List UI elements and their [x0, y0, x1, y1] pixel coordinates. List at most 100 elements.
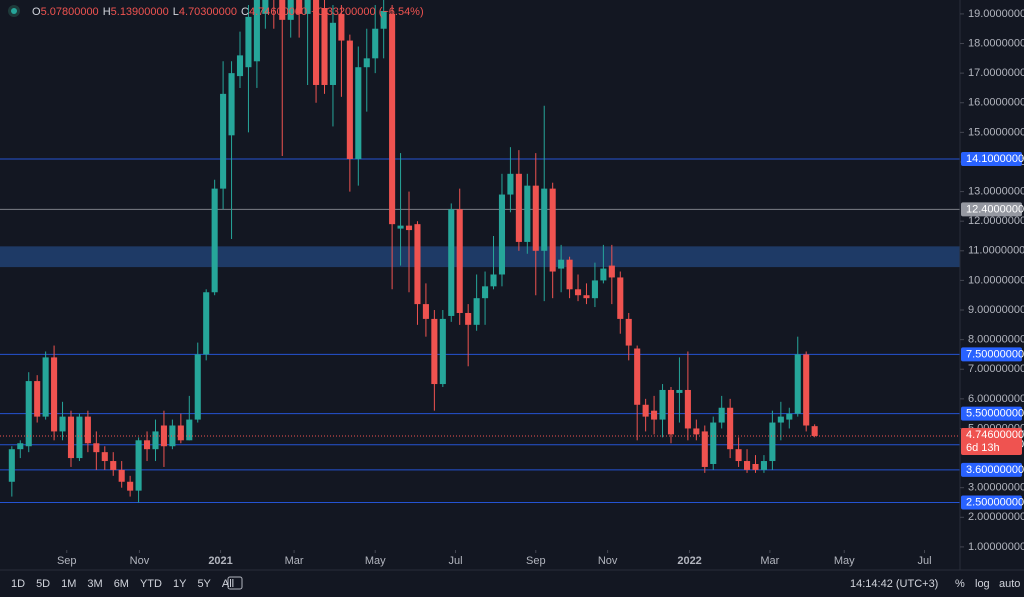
candle-body — [507, 173, 514, 195]
x-tick-label: Mar — [285, 555, 304, 567]
level-label-box — [961, 406, 1022, 421]
y-tick-label: 19.00000000 — [968, 8, 1024, 20]
candle-body — [118, 469, 125, 482]
level-label: 7.50000000 — [966, 348, 1024, 360]
candle-body — [160, 425, 167, 447]
legend-key: H — [103, 6, 111, 18]
candle-body — [144, 440, 151, 450]
candle-body — [93, 443, 100, 453]
candle-body — [405, 225, 413, 231]
candle-body — [329, 22, 336, 85]
y-tick-label: 12.00000000 — [968, 215, 1024, 227]
candle-body — [431, 318, 438, 385]
last-price-box — [961, 427, 1022, 455]
candle-body — [76, 416, 83, 459]
level-label: 5.50000000 — [966, 408, 1024, 420]
candle-body — [211, 188, 218, 293]
y-tick-label: 18.00000000 — [968, 37, 1024, 49]
y-tick-label: 13.00000000 — [968, 185, 1024, 197]
timeframe-button[interactable]: 5Y — [197, 578, 211, 590]
y-tick-label: 2.00000000 — [968, 511, 1024, 523]
timeframe-button[interactable]: 1Y — [173, 578, 187, 590]
candle-body — [389, 13, 396, 225]
legend-key: O — [32, 6, 41, 18]
level-label-box — [961, 202, 1022, 217]
y-tick-label: 8.00000000 — [968, 334, 1024, 346]
legend-change: −0.33200000 (−6.54%) — [311, 6, 424, 18]
candle-body — [498, 194, 506, 275]
candle-body — [634, 348, 641, 405]
timeframe-button[interactable]: YTD — [140, 578, 162, 590]
candle-body — [684, 389, 691, 429]
candle-body — [625, 318, 632, 346]
timeframe-button[interactable]: 6M — [114, 578, 129, 590]
clock: 14:14:42 (UTC+3) — [850, 578, 938, 590]
candle-body — [313, 0, 320, 85]
x-tick-label: Sep — [57, 555, 77, 567]
candle-body — [355, 67, 362, 160]
candle-body — [194, 354, 201, 420]
x-tick-label: Sep — [526, 555, 546, 567]
toggle-button[interactable]: log — [975, 578, 990, 590]
candle-body — [769, 422, 776, 462]
candle-body — [541, 188, 548, 251]
candle-body — [735, 449, 742, 462]
candle-body — [659, 389, 666, 420]
plot-area — [0, 0, 960, 503]
candle-body — [473, 298, 480, 325]
countdown: 6d 13h — [966, 442, 1000, 454]
candle-body — [752, 463, 759, 470]
timeframe-button[interactable]: 5D — [36, 578, 50, 590]
y-tick-label: 1.00000000 — [968, 541, 1024, 553]
legend-value: 4.70300000 — [179, 6, 237, 18]
level-label: 12.40000000 — [966, 203, 1024, 215]
x-tick-label: Jul — [917, 555, 931, 567]
candle-body — [803, 354, 810, 426]
candle-body — [321, 7, 328, 85]
candle-body — [380, 10, 387, 29]
candle-body — [8, 449, 15, 482]
timeframe-button[interactable]: 3M — [87, 578, 102, 590]
y-tick-label: 3.00000000 — [968, 482, 1024, 494]
y-tick-label: 16.00000000 — [968, 97, 1024, 109]
candle-body — [34, 381, 41, 417]
date-range-icon[interactable] — [227, 576, 243, 590]
candle-body — [42, 357, 49, 417]
x-tick-label: Nov — [598, 555, 618, 567]
timeframe-button[interactable]: 1M — [61, 578, 76, 590]
candle-body — [651, 410, 658, 420]
level-label-box — [961, 495, 1022, 510]
candle-body — [608, 265, 615, 278]
legend-key: L — [173, 6, 179, 18]
candle-body — [456, 209, 463, 313]
toggle-button[interactable]: % — [955, 578, 965, 590]
candle-body — [67, 416, 75, 459]
timeframe-button[interactable]: All — [222, 578, 234, 590]
candle-body — [363, 58, 370, 68]
y-tick-label: 6.00000000 — [968, 393, 1024, 405]
candle-body — [262, 0, 269, 14]
timeframe-button[interactable]: 1D — [11, 578, 25, 590]
toggle-button[interactable]: auto — [999, 578, 1020, 590]
candle-body — [169, 425, 176, 447]
status-dot — [11, 8, 17, 14]
y-tick-label: 10.00000000 — [968, 274, 1024, 286]
zone — [0, 246, 960, 268]
legend-key: C — [241, 6, 249, 18]
candle-body — [296, 0, 303, 14]
level-label: 3.60000000 — [966, 464, 1024, 476]
candle-body — [228, 73, 235, 136]
candle-body — [701, 431, 708, 467]
candle-body — [177, 425, 184, 441]
y-tick-label: 9.00000000 — [968, 304, 1024, 316]
candle-body — [135, 440, 142, 491]
x-tick-label: May — [365, 555, 386, 567]
x-tick-label: 2022 — [677, 555, 701, 567]
candle-body — [760, 461, 767, 470]
x-tick-label: May — [834, 555, 855, 567]
candle-body — [574, 289, 582, 296]
x-tick-label: Jul — [448, 555, 462, 567]
